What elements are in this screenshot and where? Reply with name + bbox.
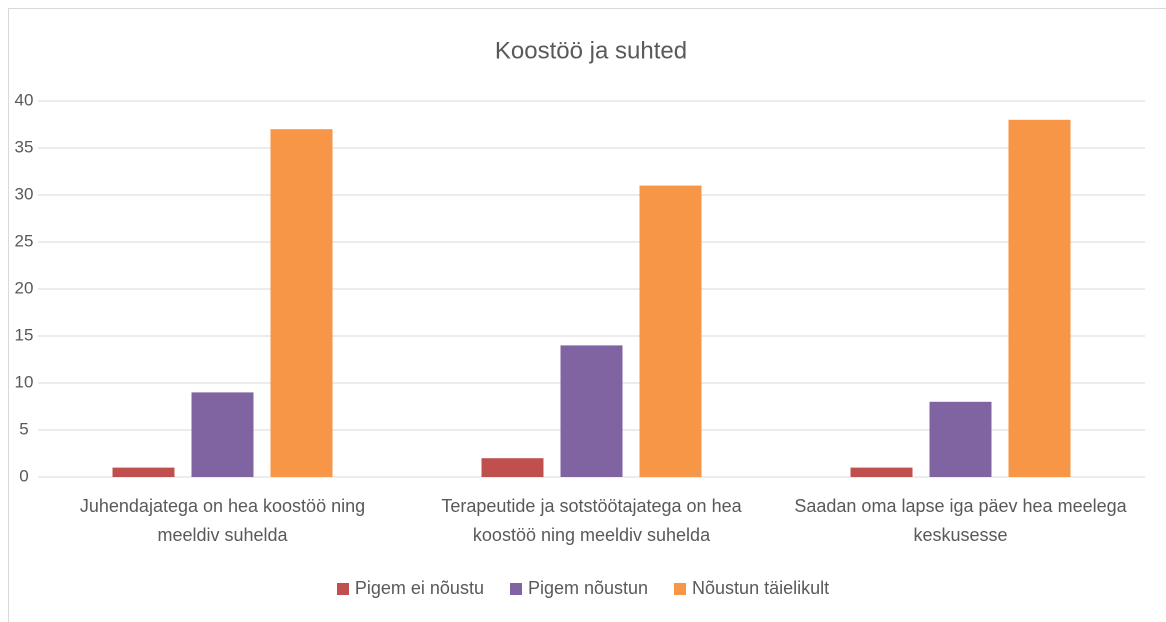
legend: Pigem ei nõustu Pigem nõustun Nõustun täie… xyxy=(0,578,1166,599)
bar xyxy=(929,401,992,477)
y-tick-label: 35 xyxy=(15,137,34,156)
bar xyxy=(112,467,175,477)
bar xyxy=(560,345,623,477)
x-tick-label: Juhendajatega on hea koostöö ning meeldi… xyxy=(79,496,366,545)
legend-swatch xyxy=(674,582,687,595)
y-tick-label: 25 xyxy=(15,231,34,250)
legend-label: Pigem nõustun xyxy=(527,578,649,598)
y-tick-label: 40 xyxy=(15,90,34,109)
x-tick-label: Terapeutide ja sotstöötajatega on hea ko… xyxy=(441,496,742,545)
legend-swatch xyxy=(509,582,522,595)
y-tick-label: 30 xyxy=(15,184,34,203)
y-tick-label: 5 xyxy=(19,419,28,438)
y-tick-label: 10 xyxy=(15,372,34,391)
chart-title: Koostöö ja suhted xyxy=(495,37,687,64)
bar xyxy=(270,129,333,477)
legend-item: Nõustun täielikult xyxy=(674,578,829,599)
chart-border xyxy=(8,8,1166,622)
bar xyxy=(639,185,702,477)
x-tick-label: Saadan oma lapse iga päev hea meelega ke… xyxy=(794,496,1127,545)
bar xyxy=(1008,119,1071,478)
legend-item: Pigem nõustun xyxy=(509,578,649,599)
y-tick-label: 15 xyxy=(15,325,34,344)
bar xyxy=(850,467,913,477)
legend-label: Pigem ei nõustu xyxy=(354,578,484,598)
bar xyxy=(191,392,254,477)
legend-item: Pigem ei nõustu xyxy=(336,578,484,599)
bar xyxy=(481,458,544,477)
y-tick-label: 20 xyxy=(15,278,34,297)
legend-label: Nõustun täielikult xyxy=(692,578,830,598)
y-tick-label: 0 xyxy=(19,466,28,485)
legend-swatch xyxy=(336,582,349,595)
